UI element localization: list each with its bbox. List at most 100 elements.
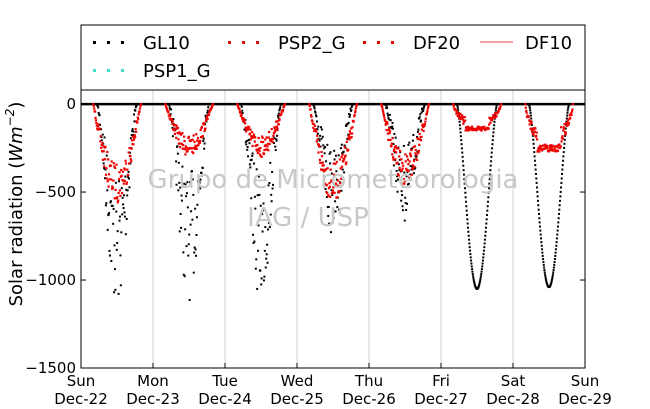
global-radiation-point [422,109,425,112]
legend-marker-dots [93,41,96,44]
global-radiation-point [464,196,467,199]
global-radiation-point [333,149,336,152]
global-radiation-point [280,103,283,106]
diffuse-radiation-point [412,168,415,171]
global-radiation-point [533,159,536,162]
diffuse-radiation-point [380,103,383,106]
diffuse-radiation-point [337,179,340,182]
global-radiation-point [275,139,278,142]
diffuse-radiation-point [387,138,390,142]
diffuse-radiation-point [397,147,400,150]
diffuse-radiation-point [413,145,417,148]
diffuse-radiation-point [177,138,180,141]
global-radiation-point [123,211,126,214]
diffuse-radiation-point [251,144,254,148]
global-radiation-point [113,291,116,294]
diffuse-radiation-point [210,105,214,109]
global-radiation-point [469,249,472,252]
watermark-line-1: Grupo de Micrometeorologia [148,165,519,195]
diffuse-radiation-point [176,126,180,130]
diffuse-radiation-point [336,196,339,199]
diffuse-radiation-point [558,143,561,146]
diffuse-radiation-point [467,127,470,130]
diffuse-radiation-point [393,146,396,149]
diffuse-radiation-point [491,119,494,122]
global-radiation-point [411,147,414,150]
x-tick-label-date: Dec-23 [126,390,180,408]
diffuse-radiation-point [258,150,261,153]
global-radiation-point [467,234,470,237]
global-radiation-point [240,103,243,106]
diffuse-radiation-point [410,148,413,152]
global-radiation-point [262,202,265,205]
global-radiation-point [489,173,492,176]
diffuse-radiation-point [568,118,571,121]
diffuse-radiation-point [386,122,389,125]
global-radiation-point [542,263,545,266]
global-radiation-point [554,248,557,251]
global-radiation-point [316,132,319,135]
diffuse-radiation-point [266,142,269,145]
diffuse-radiation-point [313,124,317,127]
diffuse-radiation-point [205,115,208,118]
global-radiation-point [202,139,205,142]
global-radiation-point [465,209,468,212]
global-radiation-point [343,171,346,174]
global-radiation-point [251,154,254,157]
diffuse-radiation-point [561,137,564,140]
global-radiation-point [563,138,566,141]
diffuse-radiation-point [465,126,468,129]
global-radiation-point [279,106,282,109]
diffuse-radiation-point [409,153,412,156]
watermark: Grupo de Micrometeorologia IAG / USP [148,165,519,233]
global-radiation-point [256,287,259,290]
diffuse-radiation-point [420,128,423,131]
diffuse-radiation-point [565,122,568,125]
global-radiation-point [118,180,121,183]
diffuse-radiation-point [555,149,558,152]
diffuse-radiation-point [248,132,252,135]
global-radiation-point [98,114,101,117]
diffuse-radiation-point [107,158,110,161]
global-radiation-point [195,234,198,237]
diffuse-radiation-point [283,103,286,106]
diffuse-radiation-point [421,123,424,126]
global-radiation-point [317,137,320,140]
global-radiation-point [267,228,270,231]
diffuse-radiation-point [204,127,207,130]
global-radiation-point [560,186,563,189]
diffuse-radiation-point [182,147,185,150]
diffuse-radiation-point [487,123,491,126]
diffuse-radiation-point [409,155,413,158]
global-radiation-point [178,230,181,233]
diffuse-radiation-point [270,127,273,131]
diffuse-radiation-point [106,180,109,183]
diffuse-radiation-point [348,138,351,141]
diffuse-radiation-point [117,199,120,202]
diffuse-radiation-point [325,183,328,186]
global-radiation-point [392,164,395,167]
global-radiation-point [119,284,122,287]
diffuse-radiation-point [461,116,464,119]
global-radiation-point [120,187,123,190]
diffuse-radiation-point [499,105,502,108]
global-radiation-point [195,216,198,219]
global-radiation-point [413,167,416,170]
global-radiation-point [183,275,186,278]
global-radiation-point [107,214,110,217]
diffuse-radiation-point [118,189,122,192]
x-tick-label-day: Mon [137,372,169,390]
global-radiation-point [533,151,536,154]
global-radiation-point [538,217,541,220]
global-radiation-point [560,177,563,180]
diffuse-radiation-point [381,105,384,109]
global-radiation-point [104,204,107,207]
global-radiation-point [352,103,355,106]
legend-marker-dots [377,41,380,44]
global-radiation-point [490,151,493,154]
diffuse-radiation-point [116,196,119,199]
diffuse-radiation-point [326,167,329,170]
diffuse-radiation-point [476,127,479,130]
diffuse-radiation-point [383,116,386,119]
global-radiation-point [102,162,105,165]
